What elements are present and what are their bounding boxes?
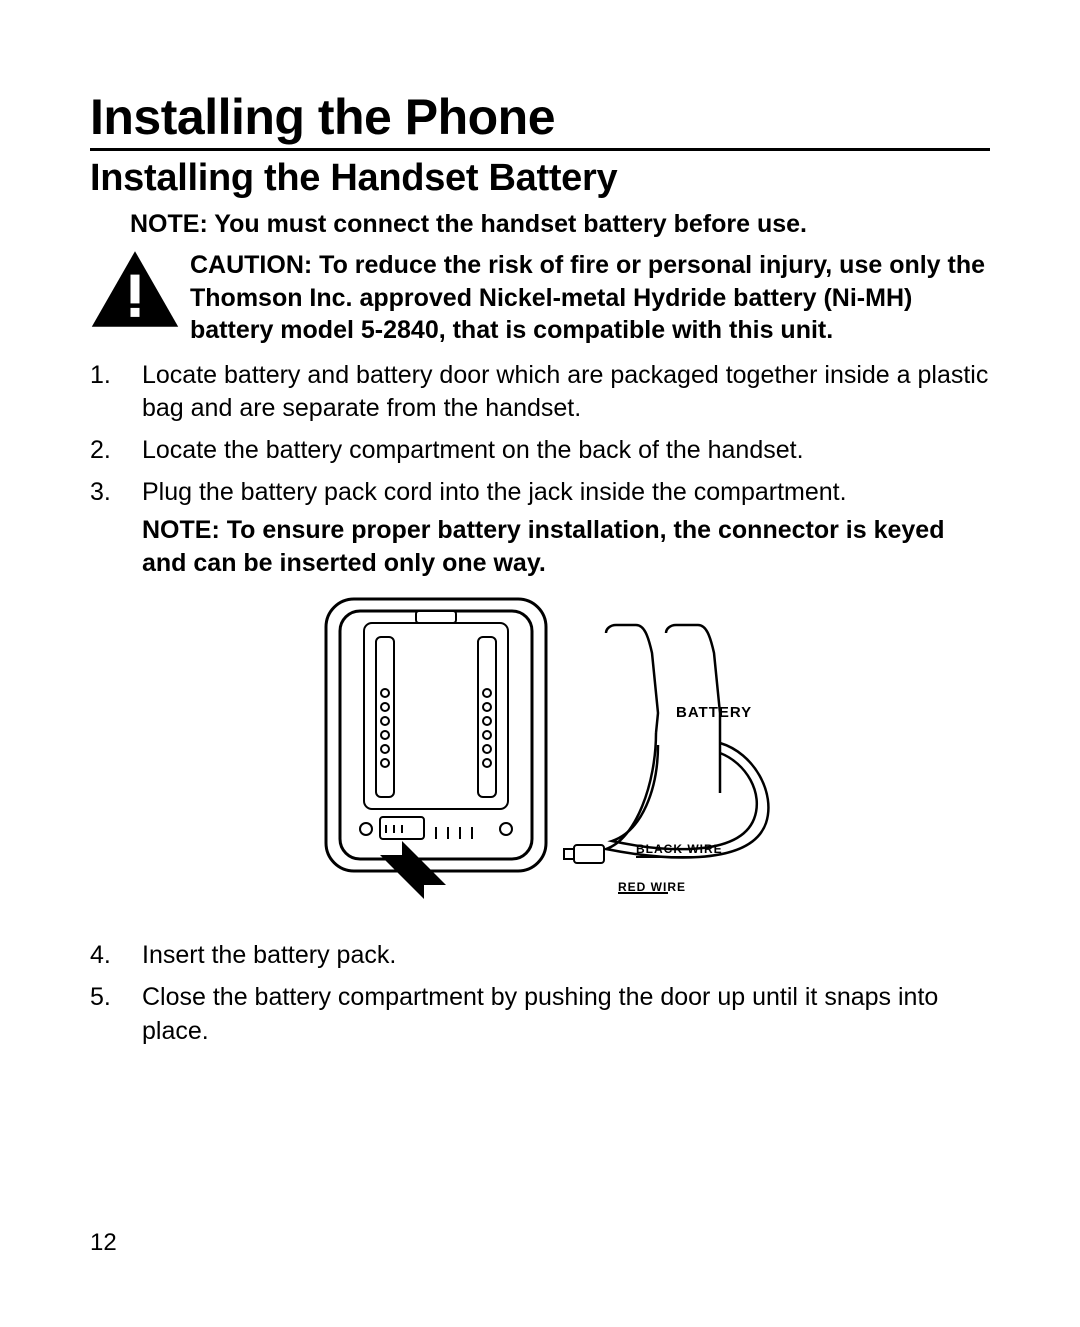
instruction-list: Locate battery and battery door which ar… bbox=[90, 359, 990, 1049]
step-1: Locate battery and battery door which ar… bbox=[90, 359, 990, 427]
step-2-text: Locate the battery compartment on the ba… bbox=[142, 436, 804, 464]
handset-diagram-svg bbox=[306, 593, 826, 923]
section-title: Installing the Phone bbox=[90, 88, 990, 151]
caution-block: CAUTION: To reduce the risk of fire or p… bbox=[90, 249, 990, 347]
step-2: Locate the battery compartment on the ba… bbox=[90, 434, 990, 468]
step-3: Plug the battery pack cord into the jack… bbox=[90, 476, 990, 923]
figure-label-battery: BATTERY bbox=[676, 703, 752, 723]
step-4: Insert the battery pack. bbox=[90, 939, 990, 973]
battery-install-figure: BATTERY BLACK WIRE RED WIRE bbox=[306, 593, 826, 923]
note-must-connect: NOTE: You must connect the handset batte… bbox=[130, 210, 990, 239]
warning-triangle-icon bbox=[90, 249, 180, 329]
step-3-note: NOTE: To ensure proper battery installat… bbox=[142, 514, 990, 582]
step-1-text: Locate battery and battery door which ar… bbox=[142, 361, 988, 423]
caution-text: CAUTION: To reduce the risk of fire or p… bbox=[190, 249, 990, 347]
step-5-text: Close the battery compartment by pushing… bbox=[142, 983, 938, 1045]
step-5: Close the battery compartment by pushing… bbox=[90, 981, 990, 1049]
page-number: 12 bbox=[90, 1229, 117, 1257]
section-subtitle: Installing the Handset Battery bbox=[90, 157, 990, 200]
figure-container: BATTERY BLACK WIRE RED WIRE bbox=[142, 593, 990, 923]
figure-label-red-wire: RED WIRE bbox=[618, 879, 686, 895]
step-3-text: Plug the battery pack cord into the jack… bbox=[142, 478, 847, 506]
step-4-text: Insert the battery pack. bbox=[142, 941, 396, 969]
figure-label-black-wire: BLACK WIRE bbox=[636, 841, 723, 857]
